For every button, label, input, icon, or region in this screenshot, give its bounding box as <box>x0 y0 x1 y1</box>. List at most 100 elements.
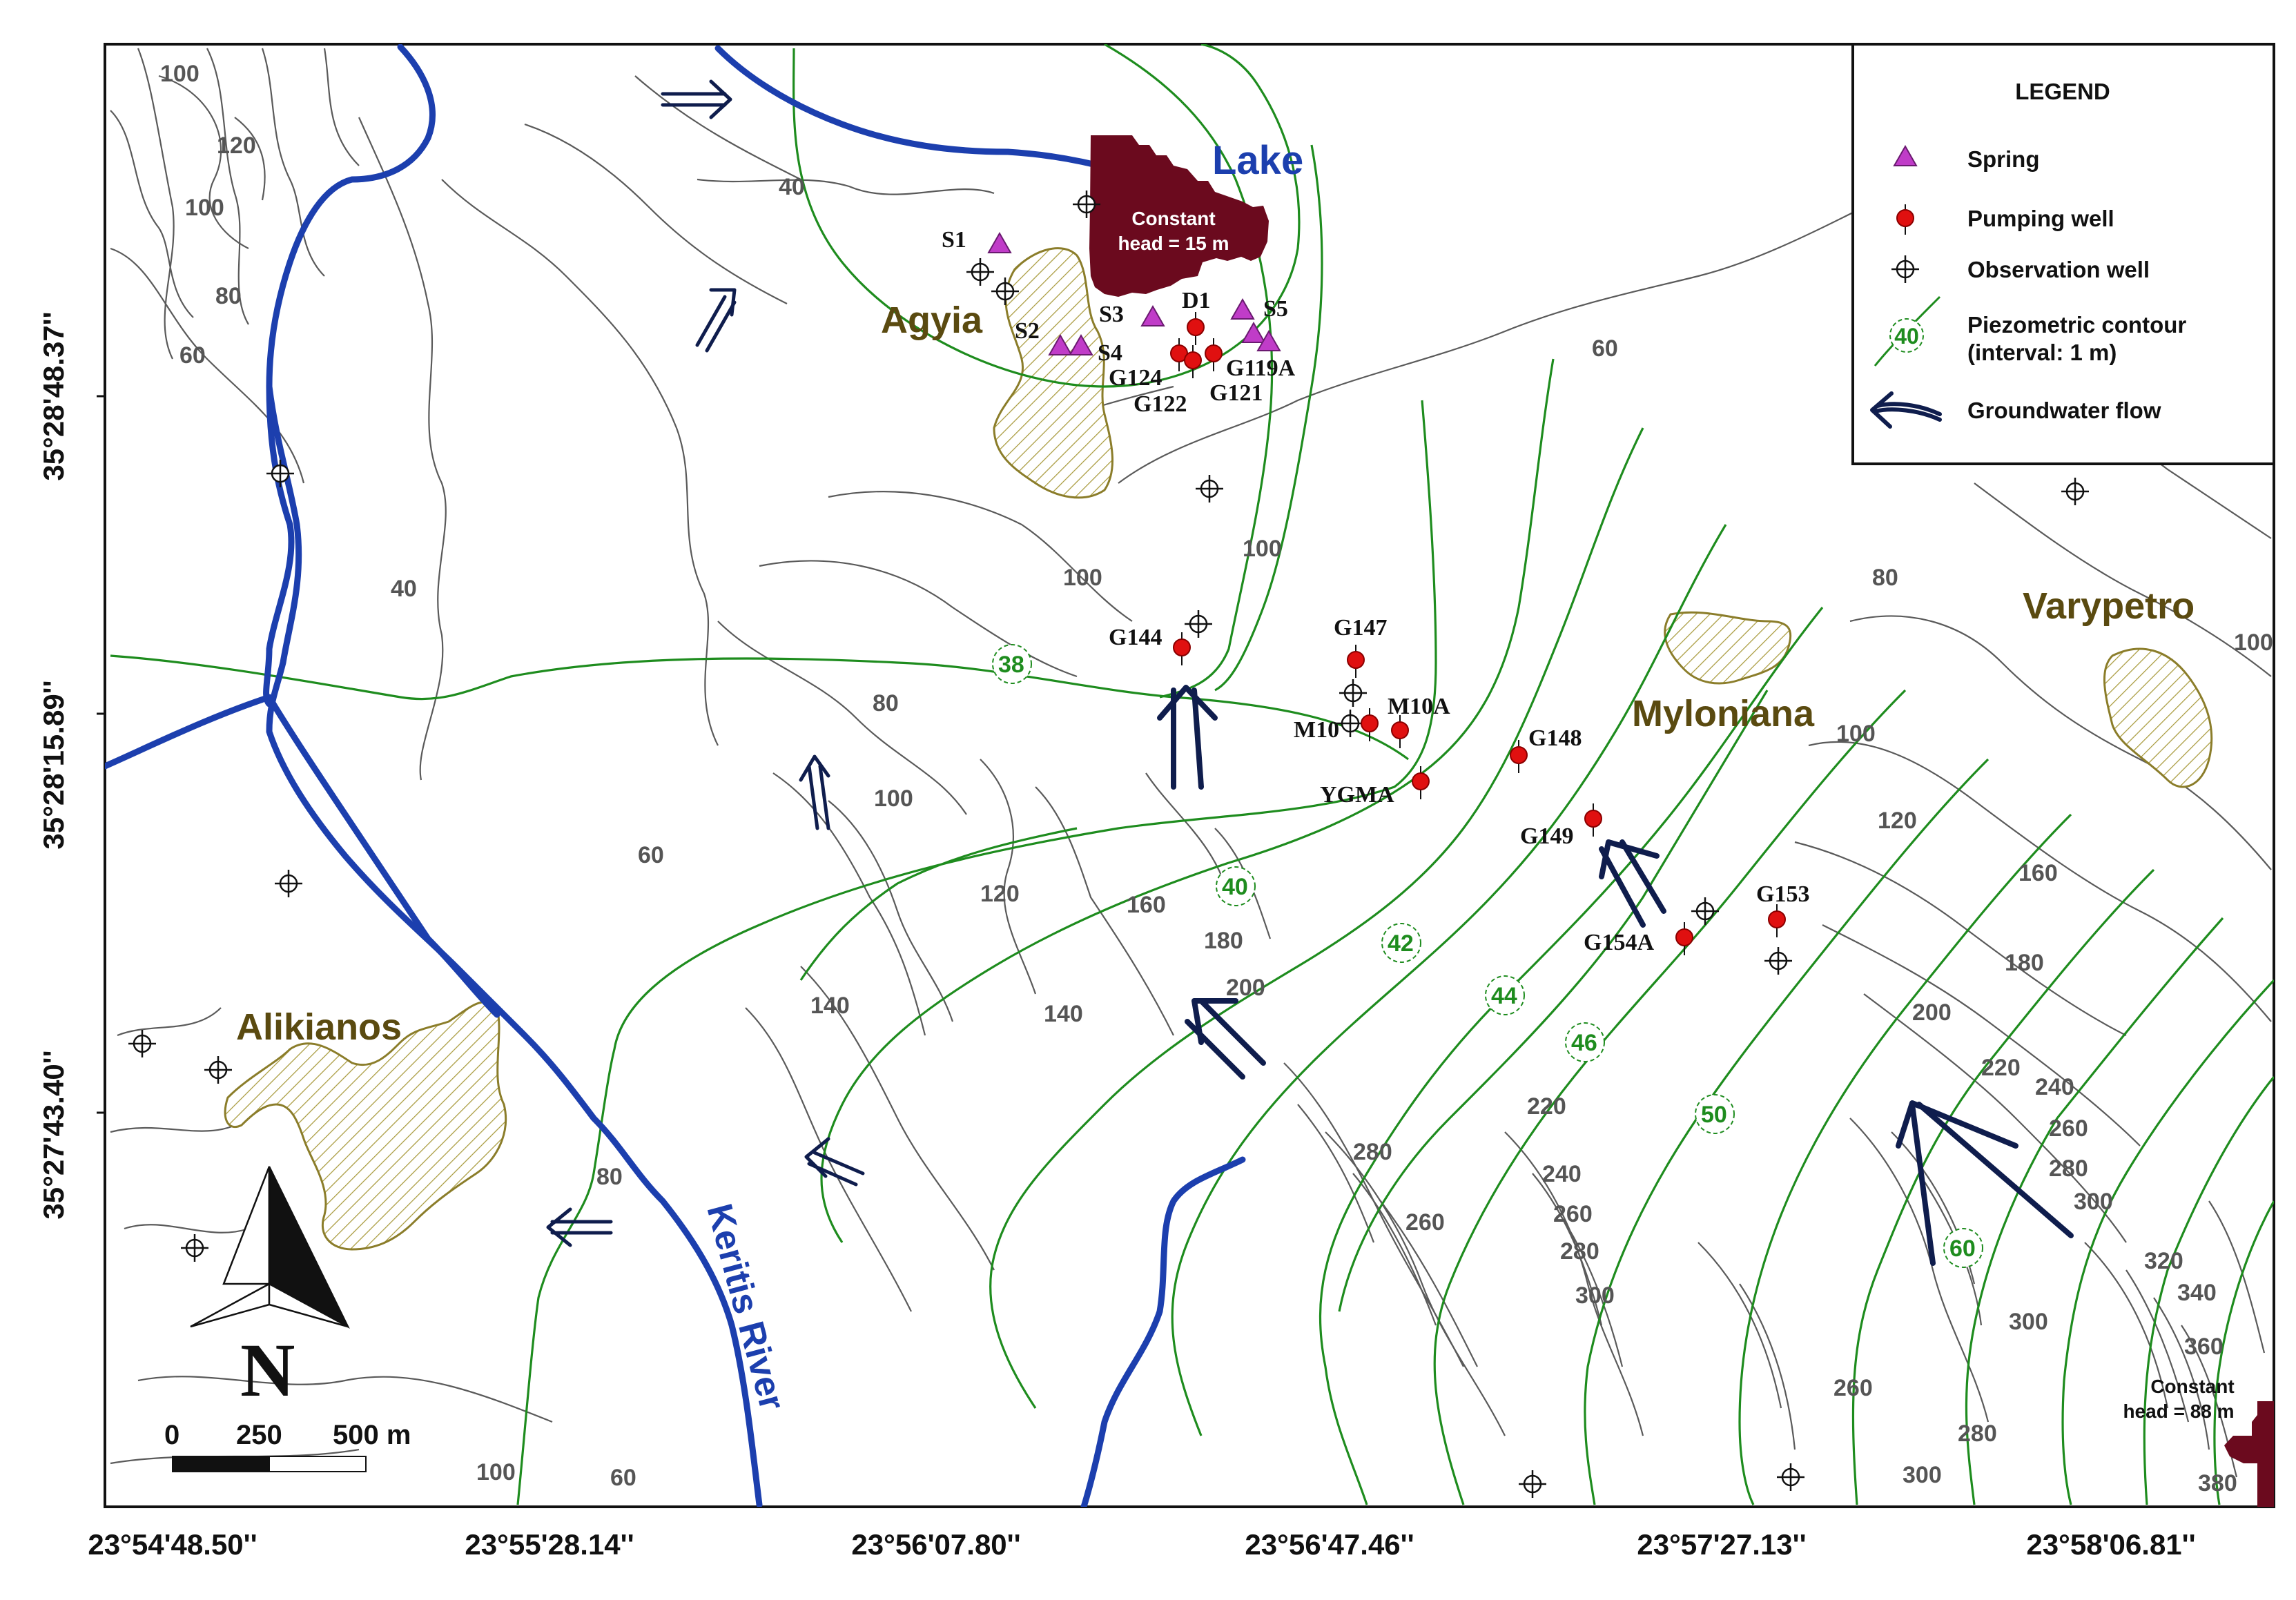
well-label-m10a: M10A <box>1388 694 1450 719</box>
well-label-g149: G149 <box>1520 823 1573 849</box>
pumping-well <box>1184 345 1202 378</box>
observation-well <box>1764 947 1792 975</box>
place-alikianos: Alikianos <box>236 1006 402 1048</box>
observation-well <box>204 1056 232 1084</box>
topo-label: 100 <box>1836 721 1876 747</box>
lake-head-label-1: Constant <box>1131 208 1215 229</box>
topo-label: 200 <box>1912 999 1952 1026</box>
observation-well <box>1196 475 1223 503</box>
legend-flow-label: Groundwater flow <box>1967 398 2161 423</box>
well-label-m10: M10 <box>1294 717 1339 743</box>
observation-well <box>1519 1470 1546 1498</box>
pumping-well <box>1361 708 1379 741</box>
well-label-g124: G124 <box>1109 365 1162 391</box>
topo-label: 60 <box>638 842 664 868</box>
scale-label-500: 500 m <box>333 1420 411 1450</box>
well-label-ygma: YGMA <box>1320 782 1394 808</box>
pumping-well <box>1187 312 1205 345</box>
topo-label: 320 <box>2144 1248 2183 1274</box>
topo-label: 80 <box>596 1164 623 1190</box>
topo-label: 60 <box>1592 335 1618 362</box>
well-label-g153: G153 <box>1756 881 1809 907</box>
topo-label: 280 <box>2049 1155 2088 1182</box>
pumping-well <box>1391 715 1409 748</box>
piezo-label: 44 <box>1491 983 1517 1009</box>
topo-label: 160 <box>2018 860 2058 886</box>
spring-marker <box>1256 329 1281 351</box>
legend-piezo-label-2: (interval: 1 m) <box>1967 340 2117 365</box>
topo-label: 240 <box>1542 1161 1582 1187</box>
well-label-g147: G147 <box>1334 615 1387 641</box>
lat-label-2: 35°28'15.89'' <box>37 680 70 849</box>
village-varypetro <box>2103 647 2213 788</box>
topo-label: 300 <box>1575 1282 1615 1309</box>
topo-label: 220 <box>1527 1093 1566 1120</box>
topo-label: 80 <box>873 690 899 716</box>
spring-marker <box>1048 333 1073 355</box>
spring-marker <box>1241 321 1266 343</box>
longitude-labels: 23°54'48.50'' 23°55'28.14'' 23°56'07.80'… <box>88 1528 2195 1561</box>
legend-pumping-label: Pumping well <box>1967 206 2114 231</box>
legend-title: LEGEND <box>2015 79 2110 104</box>
flow-arrow <box>661 79 732 119</box>
flow-arrow <box>799 754 830 830</box>
topo-label: 360 <box>2184 1334 2224 1360</box>
pumping-well <box>1768 904 1786 937</box>
lake-label: Lake <box>1212 138 1303 183</box>
legend-pumping-symbol <box>1896 204 1914 235</box>
well-label-s2: S2 <box>1015 318 1040 344</box>
piezo-label: 40 <box>1222 874 1248 900</box>
topo-label: 260 <box>2049 1115 2088 1142</box>
topo-label: 260 <box>1405 1209 1445 1236</box>
legend-observation-symbol <box>1891 255 1919 283</box>
topo-label: 300 <box>2009 1309 2048 1335</box>
topo-label: 180 <box>2005 950 2044 976</box>
place-varypetro: Varypetro <box>2023 585 2195 627</box>
observation-well <box>266 460 294 487</box>
rivers <box>105 44 1246 1507</box>
lat-label-3: 35°27'43.40'' <box>37 1050 70 1219</box>
observation-wells <box>128 191 2089 1498</box>
village-areas <box>224 247 2213 1251</box>
well-label-g119a: G119A <box>1226 355 1296 381</box>
topo-label: 100 <box>185 195 224 221</box>
topo-label: 300 <box>1903 1462 1942 1488</box>
legend-observation-label: Observation well <box>1967 257 2150 282</box>
well-label-g144: G144 <box>1109 625 1162 650</box>
well-label-s5: S5 <box>1263 296 1288 322</box>
topo-label: 240 <box>2035 1074 2074 1100</box>
groundwater-flow-arrows <box>546 79 2074 1266</box>
lon-label-3: 23°56'07.80'' <box>851 1528 1020 1561</box>
observation-well <box>1339 679 1367 707</box>
river-northwest <box>263 44 436 708</box>
piezo-label: 60 <box>1949 1236 1976 1262</box>
lat-label-1: 35°28'48.37'' <box>37 311 70 480</box>
well-label-s4: S4 <box>1098 340 1122 366</box>
well-label-s1: S1 <box>942 227 966 253</box>
pumping-well <box>1170 338 1188 371</box>
spring-marker <box>987 231 1012 253</box>
topo-label: 80 <box>215 283 242 309</box>
north-arrow: N <box>190 1166 350 1412</box>
well-label-g122: G122 <box>1134 391 1187 417</box>
flow-arrow <box>1157 685 1218 790</box>
topo-label: 220 <box>1981 1055 2021 1081</box>
flow-arrow <box>695 288 737 353</box>
observation-well <box>1073 191 1100 218</box>
place-agyia: Agyia <box>881 300 983 341</box>
springs <box>987 231 1281 355</box>
pumping-well <box>1675 922 1693 955</box>
topo-label: 280 <box>1560 1238 1599 1265</box>
lon-label-1: 23°54'48.50'' <box>88 1528 257 1561</box>
piezo-label: 38 <box>998 652 1024 678</box>
topo-label: 280 <box>1958 1421 1997 1447</box>
north-label: N <box>240 1328 295 1412</box>
observation-well <box>1185 610 1212 638</box>
topo-label: 200 <box>1226 975 1265 1001</box>
topo-label: 40 <box>391 576 417 602</box>
topo-label: 140 <box>1044 1001 1083 1027</box>
topo-label: 100 <box>476 1459 516 1485</box>
spring-marker <box>1069 333 1093 355</box>
topographic-labels: 100 120 100 80 60 40 40 60 100 100 80 60… <box>160 61 2273 1496</box>
